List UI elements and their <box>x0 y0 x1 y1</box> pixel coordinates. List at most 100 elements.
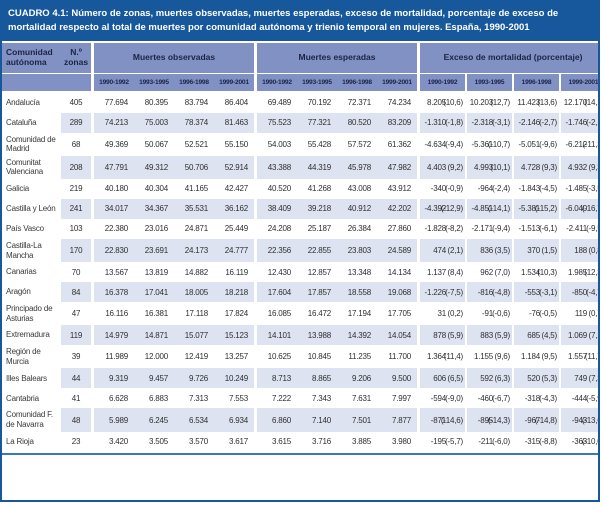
period-label: 1999-2001 <box>377 73 417 91</box>
community-name: Principado de Asturias <box>6 304 53 323</box>
excess-value: 188 <box>561 238 588 263</box>
observed-value: 3.617 <box>228 437 248 447</box>
column-gutter <box>91 325 94 346</box>
period-label: 1996-1998 <box>337 73 377 91</box>
column-gutter <box>417 178 420 199</box>
excess-percentage: (-15,2) <box>535 198 559 219</box>
excess-percentage: (-14,8) <box>535 408 559 432</box>
excess-percentage: (6,3) <box>494 368 512 389</box>
expected-value: 13.988 <box>297 325 337 346</box>
expected-value: 54.003 <box>267 139 291 149</box>
excess-percentage: (-0,9) <box>445 184 463 194</box>
community-name: Illes Balears <box>6 373 47 383</box>
column-gutter <box>512 388 514 409</box>
excess-value: 592 <box>467 368 494 389</box>
observed-value: 52.521 <box>184 139 208 149</box>
column-gutter <box>417 262 420 283</box>
observed-value: 24.777 <box>214 238 254 263</box>
expected-value: 40.912 <box>337 198 377 219</box>
expected-value: 7.501 <box>337 408 377 432</box>
excess-value: 1.985 <box>567 267 587 277</box>
column-gutter <box>417 73 420 91</box>
excess-value: 4.728 <box>514 155 541 179</box>
expected-value: 43.008 <box>347 184 371 194</box>
excess-percentage: (2,1) <box>447 238 465 263</box>
observed-value: 6.628 <box>108 393 128 403</box>
column-gutter <box>465 302 467 326</box>
column-gutter <box>91 368 94 389</box>
column-gutter <box>559 325 561 346</box>
zones-count: 119 <box>61 325 91 346</box>
column-gutter <box>91 408 94 432</box>
expected-value: 7.343 <box>311 393 331 403</box>
excess-value: -6.040 <box>561 198 588 219</box>
table-row: Comunidad F. de Navarra 48 5.989 6.245 6.534… <box>2 408 598 432</box>
column-gutter <box>465 282 467 303</box>
expected-value: 16.085 <box>267 309 291 319</box>
excess-percentage: (-6,7) <box>492 393 510 403</box>
community-name: Canarias <box>6 267 37 277</box>
column-gutter <box>91 262 94 283</box>
excess-percentage: (13,6) <box>537 98 557 108</box>
header-period-row: 1990-1992 1993-1995 1996-1998 1999-2001 … <box>2 73 598 91</box>
zones-count: 405 <box>69 98 83 108</box>
column-gutter <box>559 302 561 326</box>
excess-percentage: (-3,1) <box>492 112 512 133</box>
column-gutter <box>254 431 257 452</box>
excess-percentage: (-1,8) <box>445 112 465 133</box>
observed-value: 14.882 <box>184 267 208 277</box>
community-name: Comunitat Valenciana <box>6 157 43 177</box>
column-gutter <box>465 368 467 389</box>
excess-value: 749 <box>561 368 588 389</box>
observed-value: 6.245 <box>134 408 174 432</box>
table-body: Andalucía 405 77.694 80.395 83.794 86.404 69.4… <box>2 92 598 452</box>
column-gutter <box>91 92 94 113</box>
community-name: Comunidad F. de Navarra <box>6 410 53 430</box>
column-gutter <box>91 132 94 156</box>
column-gutter <box>465 112 467 133</box>
excess-value: -895 <box>467 408 494 432</box>
excess-value: 520 <box>514 368 541 389</box>
community-name: Castilla-La Mancha <box>6 240 42 260</box>
table-row: Castilla y León 241 34.017 34.367 35.531 36.1… <box>2 198 598 219</box>
excess-value: 1.155 <box>473 352 493 362</box>
table-row: País Vasco 103 22.380 23.016 24.871 25.449 24.… <box>2 218 598 239</box>
observed-value: 3.420 <box>108 437 128 447</box>
column-gutter <box>417 345 420 369</box>
column-gutter <box>559 262 561 283</box>
excess-percentage: (-6,1) <box>539 224 557 234</box>
excess-value: -1.485 <box>565 184 588 194</box>
column-gutter <box>91 238 94 263</box>
period-label: 1990-1992 <box>420 73 465 91</box>
column-gutter <box>559 198 561 219</box>
observed-value: 6.534 <box>174 408 214 432</box>
excess-percentage: (-9,6) <box>539 139 557 149</box>
expected-value: 3.885 <box>351 437 371 447</box>
excess-value: 4.993 <box>467 155 494 179</box>
column-gutter <box>254 388 257 409</box>
column-gutter <box>254 92 257 113</box>
zones-count: 41 <box>71 393 81 403</box>
observed-value: 11.989 <box>105 352 128 362</box>
excess-value: 685 <box>514 325 541 346</box>
excess-value: -594 <box>430 393 446 403</box>
excess-value: 1.137 <box>426 267 446 277</box>
observed-value: 83.794 <box>184 98 208 108</box>
column-gutter <box>512 262 514 283</box>
excess-value: -850 <box>561 282 588 303</box>
excess-percentage: (-2,1) <box>586 112 598 133</box>
table-row: Región de Murcia 39 11.989 12.000 12.419 13.2… <box>2 345 598 369</box>
excess-value: 1.364 <box>426 352 446 362</box>
excess-value: -964 <box>477 184 493 194</box>
column-gutter <box>465 73 467 91</box>
observed-value: 55.150 <box>224 139 248 149</box>
expected-value: 70.192 <box>307 98 331 108</box>
excess-value: 878 <box>420 325 447 346</box>
observed-value: 7.553 <box>228 393 248 403</box>
column-gutter <box>417 238 420 263</box>
column-gutter <box>559 345 561 369</box>
excess-percentage: (-14,1) <box>488 198 512 219</box>
observed-value: 23.016 <box>144 224 168 234</box>
zones-count: 103 <box>69 224 83 234</box>
